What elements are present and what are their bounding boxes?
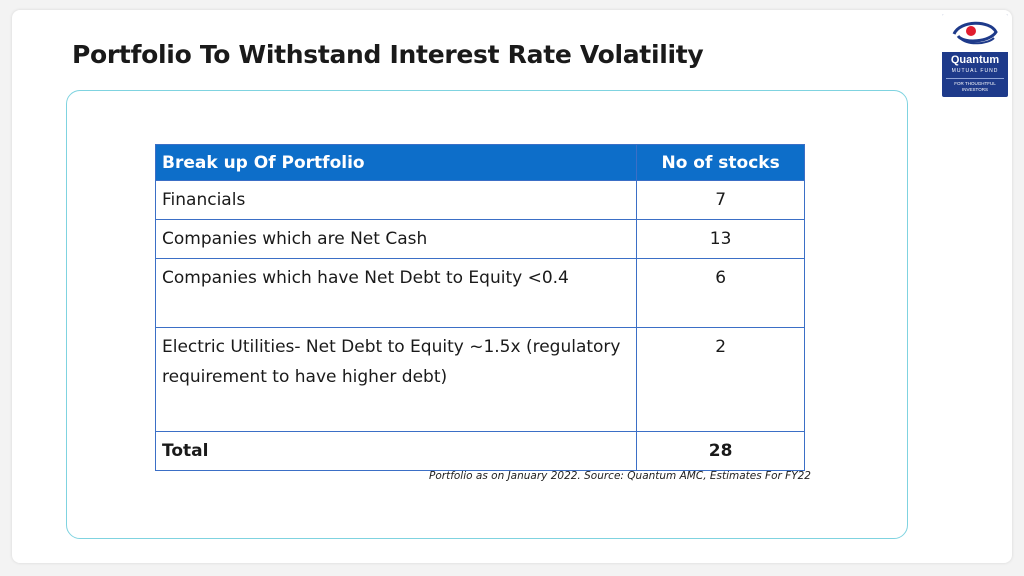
logo-tagline-line1: FOR THOUGHTFUL <box>954 81 996 86</box>
table-header-row: Break up Of Portfolio No of stocks <box>154 144 805 181</box>
table-row: Companies which are Net Cash 13 <box>154 219 805 259</box>
row-value: 13 <box>636 219 805 259</box>
row-label: Electric Utilities- Net Debt to Equity ~… <box>154 327 638 432</box>
row-label: Companies which have Net Debt to Equity … <box>154 258 638 328</box>
total-value: 28 <box>636 431 805 471</box>
row-label: Financials <box>154 180 638 220</box>
logo-tagline-line2: INVESTORS <box>962 87 988 92</box>
row-value: 6 <box>636 258 805 328</box>
table-row: Electric Utilities- Net Debt to Equity ~… <box>154 327 805 432</box>
row-label: Companies which are Net Cash <box>154 219 638 259</box>
row-value: 2 <box>636 327 805 432</box>
total-label: Total <box>154 431 638 471</box>
slide-title: Portfolio To Withstand Interest Rate Vol… <box>72 40 704 69</box>
quantum-logo: Quantum MUTUAL FUND FOR THOUGHTFUL INVES… <box>942 14 1008 97</box>
table-total-row: Total 28 <box>154 431 805 471</box>
source-footnote: Portfolio as on January 2022. Source: Qu… <box>429 470 811 482</box>
logo-subtitle: MUTUAL FUND <box>951 68 999 74</box>
logo-tagline: FOR THOUGHTFUL INVESTORS <box>946 78 1004 93</box>
portfolio-table: Break up Of Portfolio No of stocks Finan… <box>154 144 805 471</box>
logo-swirl-icon <box>952 21 998 45</box>
header-stock-count: No of stocks <box>636 144 805 181</box>
logo-name: Quantum <box>950 54 1000 66</box>
table-row: Financials 7 <box>154 180 805 220</box>
logo-emblem <box>942 14 1008 52</box>
row-value: 7 <box>636 180 805 220</box>
table-row: Companies which have Net Debt to Equity … <box>154 258 805 328</box>
header-breakup: Break up Of Portfolio <box>154 144 638 181</box>
